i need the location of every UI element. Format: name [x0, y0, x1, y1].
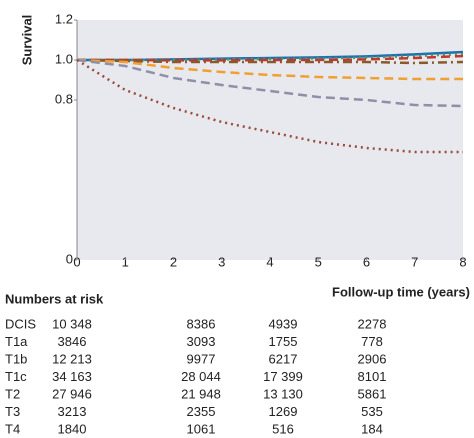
risk-count: 34 163: [52, 369, 92, 384]
risk-count: 28 044: [181, 369, 221, 384]
risk-count: 2278: [358, 316, 387, 331]
risk-count: 12 213: [52, 351, 92, 366]
risk-row-label: T1b: [5, 351, 27, 366]
risk-row-label: T4: [5, 421, 20, 436]
risk-count: 184: [361, 421, 383, 436]
risk-count: 516: [272, 421, 294, 436]
risk-count: 535: [361, 404, 383, 419]
risk-row-label: T1a: [5, 334, 28, 349]
risk-count: 778: [361, 334, 383, 349]
risk-count: 1061: [187, 421, 216, 436]
risk-count: 4939: [269, 316, 298, 331]
x-tick-label: 1: [122, 254, 129, 269]
survival-line: [77, 52, 464, 62]
x-axis-label: Follow-up time (years): [332, 284, 470, 299]
risk-count: 1840: [58, 421, 87, 436]
x-tick-label: 2: [170, 254, 177, 269]
risk-row-label: DCIS: [5, 316, 36, 331]
x-tick-label: 7: [411, 254, 418, 269]
risk-count: 3093: [187, 334, 216, 349]
risk-count: 5861: [358, 386, 387, 401]
risk-count: 8101: [358, 369, 387, 384]
risk-count: 10 348: [52, 316, 92, 331]
risk-row-label: T1c: [5, 369, 27, 384]
y-tick-label: 0.8: [55, 91, 73, 106]
risk-table-title: Numbers at risk: [5, 291, 104, 306]
x-tick-label: 0: [73, 254, 80, 269]
risk-count: 9977: [187, 351, 216, 366]
x-tick-label: 3: [218, 254, 225, 269]
survival-line: [76, 58, 463, 154]
risk-count: 2906: [358, 351, 387, 366]
risk-row-label: T2: [5, 386, 20, 401]
risk-count: 21 948: [181, 386, 221, 401]
risk-count: 6217: [269, 351, 298, 366]
risk-count: 1755: [269, 334, 298, 349]
x-tick-label: 4: [266, 254, 273, 269]
risk-count: 3846: [58, 334, 87, 349]
x-tick-label: 5: [315, 254, 322, 269]
y-axis-label: Survival: [19, 15, 34, 66]
survival-line: [76, 58, 464, 65]
y-tick-label: 1.0: [55, 51, 73, 66]
risk-count: 13 130: [263, 386, 303, 401]
y-tick-label: 0: [66, 251, 73, 266]
survival-line: [76, 58, 463, 81]
y-tick-label: 1.2: [55, 11, 73, 26]
risk-count: 1269: [269, 404, 298, 419]
risk-count: 8386: [187, 316, 216, 331]
risk-count: 17 399: [263, 369, 303, 384]
x-tick-label: 6: [363, 254, 370, 269]
survival-line: [76, 58, 464, 108]
risk-count: 27 946: [52, 386, 92, 401]
x-tick-label: 8: [459, 254, 466, 269]
risk-row-label: T3: [5, 404, 20, 419]
risk-count: 2355: [187, 404, 216, 419]
risk-count: 3213: [58, 404, 87, 419]
